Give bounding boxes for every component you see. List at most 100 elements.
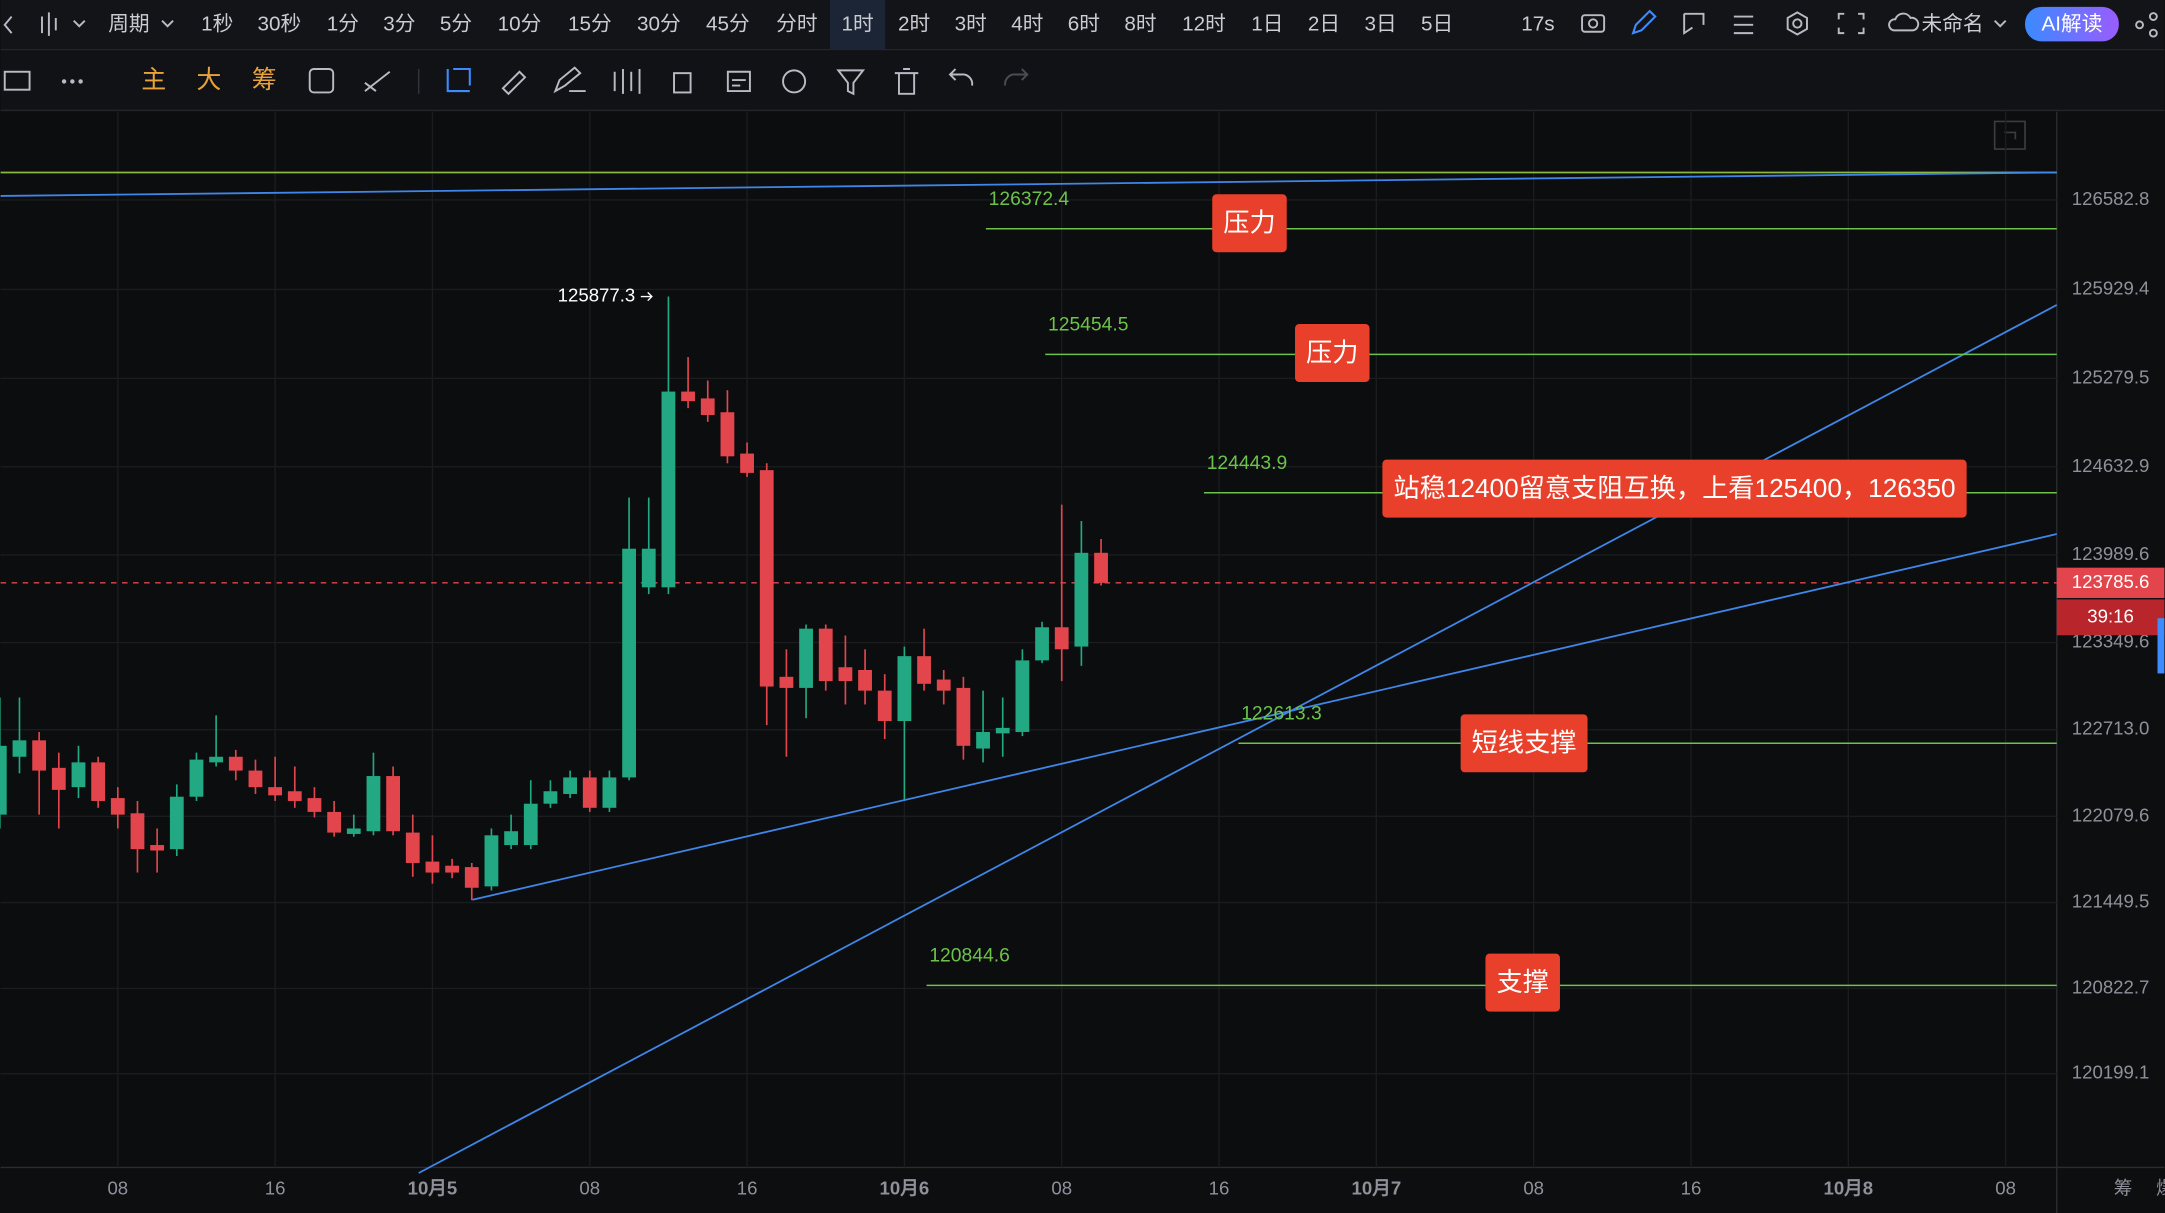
draw-button[interactable] xyxy=(1631,9,1657,35)
back-icon[interactable] xyxy=(3,15,13,34)
period-button[interactable]: 1时 xyxy=(841,12,873,35)
x-tick-label: 08 xyxy=(1523,1177,1544,1198)
period-button[interactable]: 30分 xyxy=(637,12,681,35)
indicator-tool[interactable]: 大 xyxy=(197,66,222,94)
price-level-label: 124443.9 xyxy=(1207,453,1288,474)
axes: 126582.8 125929.4 125279.5 124632.9 123989.6… xyxy=(107,188,2165,1198)
period-button[interactable]: 3日 xyxy=(1364,12,1396,35)
note-box xyxy=(1295,324,1370,383)
period-button[interactable]: 3时 xyxy=(955,12,987,35)
price-level-label: 120844.6 xyxy=(929,946,1010,967)
period-button[interactable]: 12时 xyxy=(1182,12,1226,35)
note-text: 短线支撑 xyxy=(1472,728,1577,758)
period-button[interactable]: 3分 xyxy=(383,12,415,35)
x-tick-label: 08 xyxy=(107,1177,128,1198)
screenshot-button[interactable] xyxy=(1581,14,1606,33)
period-list: 1秒 30秒 1分 3分 5分 10分 15分 30分 45分 分时 1时 2时 3时 4时 6时 8时 12时… xyxy=(201,0,1453,50)
indicator-tool[interactable]: 主 xyxy=(141,66,166,94)
candle-body xyxy=(248,770,263,788)
plot-area xyxy=(0,111,2057,1168)
settings-button[interactable] xyxy=(1786,11,1808,36)
period-button[interactable]: 30秒 xyxy=(258,12,302,35)
note-box xyxy=(1460,714,1588,773)
y-tick-label: 121449.5 xyxy=(2072,891,2150,912)
candle-body xyxy=(51,767,66,790)
tool-icon[interactable] xyxy=(613,68,641,94)
candle-body xyxy=(445,865,460,873)
tool-icon[interactable] xyxy=(501,70,527,96)
x-tick-label: 10月7 xyxy=(1352,1177,1402,1198)
x-tick-label: 08 xyxy=(1995,1177,2016,1198)
side-tool[interactable]: 筹 xyxy=(2114,1177,2133,1198)
period-button[interactable]: 2时 xyxy=(898,12,930,35)
undo-button[interactable] xyxy=(948,68,974,86)
candle-body xyxy=(209,756,224,763)
share-button[interactable] xyxy=(2135,12,2158,38)
tool-icon[interactable] xyxy=(782,69,807,94)
candle-body xyxy=(71,762,86,788)
tool-icon[interactable] xyxy=(553,66,586,94)
indicator-tool[interactable]: 筹 xyxy=(252,66,277,94)
period-button[interactable]: 1分 xyxy=(327,12,359,35)
filter-tool[interactable] xyxy=(836,69,866,96)
level-note: 压力 xyxy=(1212,194,1287,253)
ai-button-bg[interactable] xyxy=(2025,6,2119,42)
period-button[interactable]: 5日 xyxy=(1421,12,1453,35)
rect-tool[interactable] xyxy=(3,70,31,91)
period-button[interactable]: 10分 xyxy=(498,12,542,35)
redo-button[interactable] xyxy=(1004,68,1029,86)
tool-icon[interactable] xyxy=(726,70,751,93)
candle-body xyxy=(307,798,322,812)
candle-body xyxy=(917,656,931,684)
tool-icon[interactable] xyxy=(446,67,471,93)
x-tick-label: 16 xyxy=(265,1177,286,1198)
period-button[interactable]: 2日 xyxy=(1308,12,1340,35)
price-level-label: 126372.4 xyxy=(989,189,1070,210)
period-button[interactable]: 4时 xyxy=(1011,12,1043,35)
workspace-name[interactable]: 未命名 xyxy=(1922,12,1984,35)
candle-body xyxy=(563,777,577,794)
period-button[interactable]: 8时 xyxy=(1124,12,1156,35)
side-tool[interactable]: 爆 xyxy=(2156,1177,2165,1198)
layout-button[interactable] xyxy=(1683,12,1705,35)
tool-icon[interactable] xyxy=(364,70,391,92)
tool-icon[interactable] xyxy=(308,68,335,94)
candle-body xyxy=(366,776,381,832)
tool-icon[interactable] xyxy=(673,72,692,94)
candle-body xyxy=(484,835,499,887)
fullscreen-button[interactable] xyxy=(1837,12,1865,35)
period-button[interactable]: 1日 xyxy=(1251,12,1283,35)
period-menu[interactable]: 周期 xyxy=(108,12,149,35)
y-tick-label: 120199.1 xyxy=(2072,1062,2150,1083)
candle-body xyxy=(799,628,813,688)
period-button[interactable]: 1秒 xyxy=(201,12,233,35)
active-period-bg xyxy=(829,0,886,50)
note-text: 站稳12400留意支阻互换，上看125400，126350 xyxy=(1393,473,1955,503)
level-note: 站稳12400留意支阻互换，上看125400，126350 xyxy=(1382,459,1967,518)
candle-body xyxy=(150,845,165,851)
candle-body xyxy=(995,727,1010,734)
candle-body xyxy=(641,548,656,588)
candle-body xyxy=(12,740,27,757)
candle-body xyxy=(405,832,420,863)
scroll-marker[interactable] xyxy=(2157,618,2165,674)
period-button[interactable]: 15分 xyxy=(568,12,612,35)
price-level-label: 125454.5 xyxy=(1048,315,1129,336)
layout-toggle[interactable] xyxy=(1993,120,2026,150)
top-toolbar xyxy=(0,0,2165,50)
annotations: 125877.3 126372.4 压力 125454.5 压力 124443.9 站稳12… xyxy=(558,189,2057,1012)
ai-button[interactable]: AI解读 xyxy=(2041,12,2102,35)
period-button[interactable]: 45分 xyxy=(706,12,750,35)
more-button[interactable] xyxy=(61,79,83,84)
menu-button[interactable] xyxy=(1733,15,1754,35)
period-button[interactable]: 6时 xyxy=(1068,12,1100,35)
delete-tool[interactable] xyxy=(894,68,919,95)
period-button[interactable]: 5分 xyxy=(440,12,472,35)
trend-line xyxy=(418,304,2058,1174)
candle-body xyxy=(818,628,833,682)
countdown-tag xyxy=(2056,599,2165,636)
chart-style-button[interactable] xyxy=(41,12,86,36)
period-button[interactable]: 分时 xyxy=(776,12,817,35)
x-tick-label: 10月5 xyxy=(408,1177,458,1198)
